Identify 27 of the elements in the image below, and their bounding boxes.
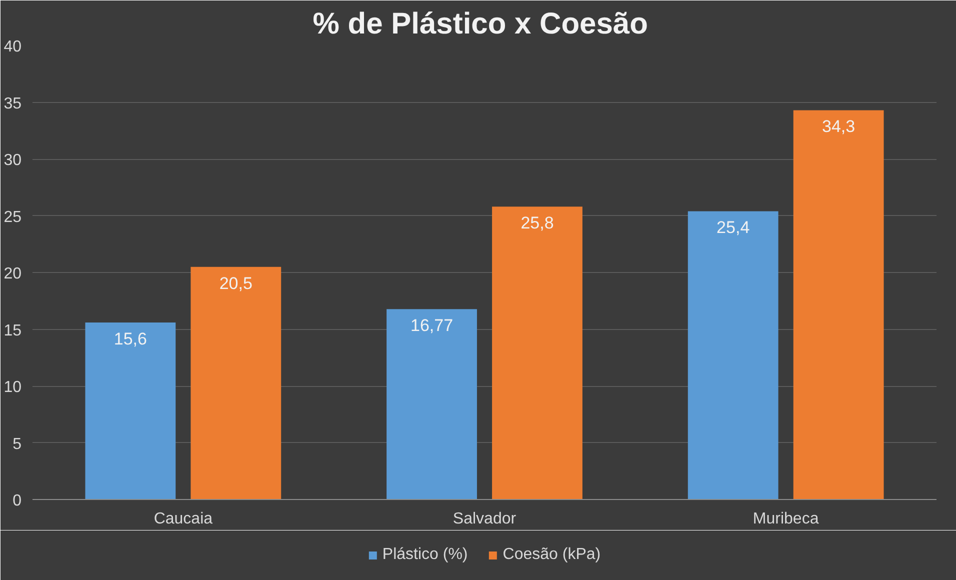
bar [793, 110, 884, 500]
bar [688, 211, 778, 500]
bar [190, 266, 282, 500]
y-tick-label: 30 [4, 152, 22, 169]
y-tick-label: 40 [4, 38, 22, 56]
x-tick-label: Caucaia [154, 510, 213, 528]
legend-label: Coesão (kPa) [502, 546, 601, 564]
bar [492, 206, 582, 500]
y-tick-label: 5 [12, 436, 22, 453]
x-tick-label: Salvador [452, 510, 517, 528]
text: 25,8 [520, 214, 554, 233]
text: 16,77 [410, 316, 454, 336]
x-tick-label: Muribeca [752, 510, 819, 528]
text: 34,3 [822, 117, 856, 136]
text: 15,6 [114, 329, 147, 348]
text: 20,5 [219, 274, 252, 293]
text: 25,4 [716, 218, 750, 238]
bar [386, 309, 477, 500]
y-tick-label: 25 [4, 208, 22, 226]
chart-title: % de Plástico x Coesão [312, 8, 648, 40]
bar [85, 322, 176, 500]
y-tick-label: 35 [4, 95, 22, 112]
y-tick-label: 10 [4, 379, 22, 396]
y-tick-label: 0 [12, 492, 22, 510]
y-tick-label: 15 [4, 322, 22, 340]
legend-label: Plástico (%) [382, 546, 468, 564]
y-tick-label: 20 [4, 266, 22, 282]
